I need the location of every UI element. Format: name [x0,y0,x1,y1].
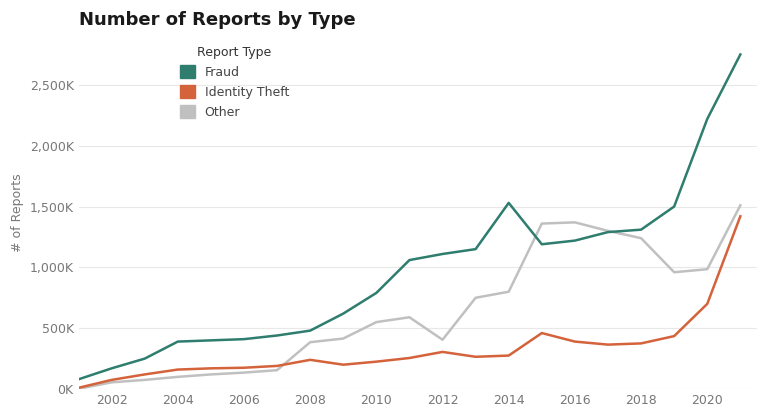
Identity Theft [140,372,149,377]
Other [670,270,679,275]
Fraud [74,377,83,382]
Identity Theft [471,354,480,359]
Fraud [537,242,546,247]
Other [703,267,712,272]
Fraud [140,356,149,361]
Fraud [107,366,116,371]
Identity Theft [74,385,83,390]
Fraud [405,257,414,263]
Fraud [438,252,447,257]
Other [174,375,183,380]
Other [74,386,83,391]
Fraud [207,338,216,343]
Line: Fraud: Fraud [78,54,740,379]
Identity Theft [339,362,348,367]
Line: Other: Other [78,205,740,389]
Identity Theft [703,301,712,306]
Legend: Fraud, Identity Theft, Other: Fraud, Identity Theft, Other [180,46,289,119]
Other [273,368,282,373]
Other [571,220,580,225]
Other [604,228,613,233]
Text: Number of Reports by Type: Number of Reports by Type [78,11,355,29]
Identity Theft [372,359,381,364]
Fraud [670,204,679,209]
Fraud [174,339,183,344]
Fraud [471,247,480,252]
Identity Theft [604,342,613,347]
Other [372,320,381,325]
Fraud [339,311,348,316]
Fraud [504,200,513,205]
Identity Theft [306,357,315,362]
Other [107,380,116,385]
Other [240,370,249,375]
Other [339,336,348,341]
Identity Theft [107,377,116,382]
Identity Theft [736,214,745,219]
Identity Theft [240,365,249,370]
Fraud [637,227,646,232]
Fraud [571,238,580,243]
Identity Theft [637,341,646,346]
Fraud [703,117,712,122]
Other [537,221,546,226]
Identity Theft [207,366,216,371]
Identity Theft [273,363,282,368]
Other [306,340,315,345]
Other [405,315,414,320]
Fraud [372,291,381,296]
Fraud [240,336,249,342]
Other [637,236,646,241]
Fraud [306,328,315,333]
Identity Theft [571,339,580,344]
Fraud [736,52,745,57]
Other [438,337,447,342]
Y-axis label: # of Reports: # of Reports [11,173,24,252]
Other [207,372,216,377]
Identity Theft [438,349,447,354]
Other [504,289,513,294]
Fraud [604,229,613,234]
Other [140,377,149,382]
Identity Theft [670,334,679,339]
Identity Theft [174,367,183,372]
Line: Identity Theft: Identity Theft [78,216,740,388]
Identity Theft [537,331,546,336]
Identity Theft [504,353,513,358]
Other [471,295,480,300]
Other [736,203,745,208]
Identity Theft [405,355,414,360]
Fraud [273,333,282,338]
